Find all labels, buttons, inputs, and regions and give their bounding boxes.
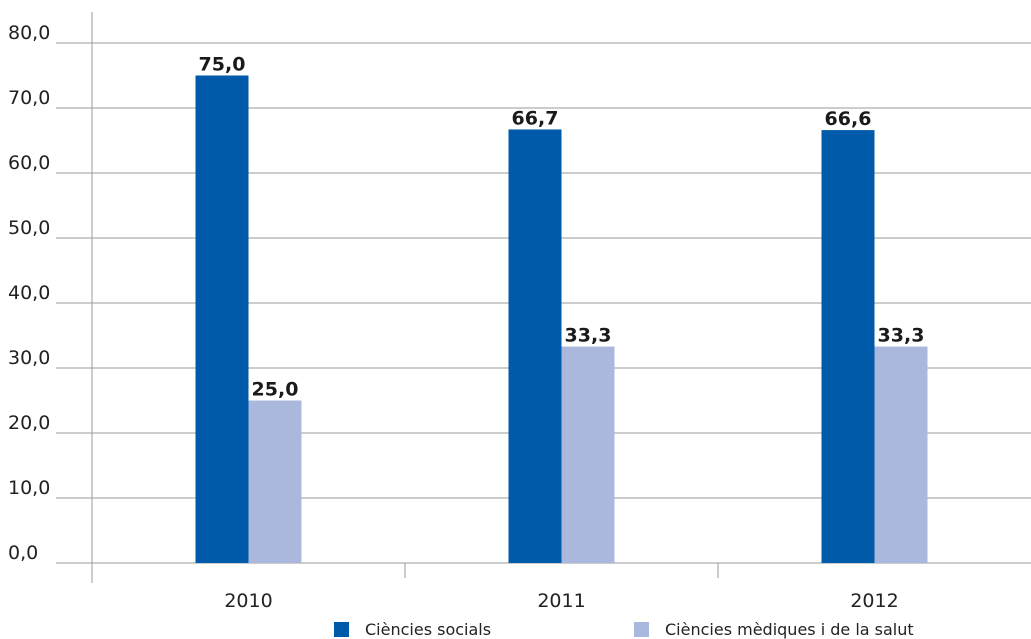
bar-ciencies-socials bbox=[508, 129, 562, 563]
legend-swatch-ciencies-mediques bbox=[634, 622, 649, 637]
legend-item-ciencies-socials: Ciències socials bbox=[334, 620, 491, 639]
data-label: 33,3 bbox=[878, 325, 925, 347]
legend-swatch-ciencies-socials bbox=[334, 622, 349, 637]
x-tick-labels: 2010 2011 2012 bbox=[224, 590, 898, 612]
bar-ciencies-socials bbox=[821, 130, 875, 563]
y-tick-label: 30,0 bbox=[8, 347, 50, 369]
x-tick-label: 2011 bbox=[537, 590, 585, 612]
data-label: 66,7 bbox=[512, 107, 559, 129]
y-tick-label: 70,0 bbox=[8, 87, 50, 109]
y-tick-labels: 0,0 10,0 20,0 30,0 40,0 50,0 60,0 70,0 80,0 bbox=[8, 22, 50, 564]
bar-ciencies-mediques bbox=[248, 400, 302, 563]
data-label: 25,0 bbox=[252, 379, 299, 401]
legend-item-ciencies-mediques: Ciències mèdiques i de la salut bbox=[634, 620, 914, 639]
y-tick-label: 50,0 bbox=[8, 217, 50, 239]
bar-ciencies-mediques bbox=[874, 346, 928, 563]
y-tick-label: 80,0 bbox=[8, 22, 50, 44]
legend: Ciències socials Ciències mèdiques i de … bbox=[0, 620, 1031, 639]
legend-label-ciencies-socials: Ciències socials bbox=[365, 620, 492, 639]
y-tick-label: 0,0 bbox=[8, 542, 38, 564]
axes bbox=[91, 12, 719, 583]
y-tick-label: 10,0 bbox=[8, 477, 50, 499]
bars bbox=[195, 75, 928, 563]
bar-ciencies-socials bbox=[195, 75, 249, 563]
data-label: 66,6 bbox=[825, 108, 872, 130]
x-tick-label: 2010 bbox=[224, 590, 272, 612]
y-tick-label: 20,0 bbox=[8, 412, 50, 434]
data-label: 33,3 bbox=[565, 325, 612, 347]
bar-ciencies-mediques bbox=[561, 346, 615, 563]
data-label: 75,0 bbox=[199, 54, 246, 76]
x-tick-label: 2012 bbox=[850, 590, 898, 612]
data-labels: 75,0 25,0 66,7 33,3 66,6 33,3 bbox=[199, 54, 925, 401]
y-tick-label: 40,0 bbox=[8, 282, 50, 304]
y-tick-label: 60,0 bbox=[8, 152, 50, 174]
legend-label-ciencies-mediques: Ciències mèdiques i de la salut bbox=[665, 620, 914, 639]
